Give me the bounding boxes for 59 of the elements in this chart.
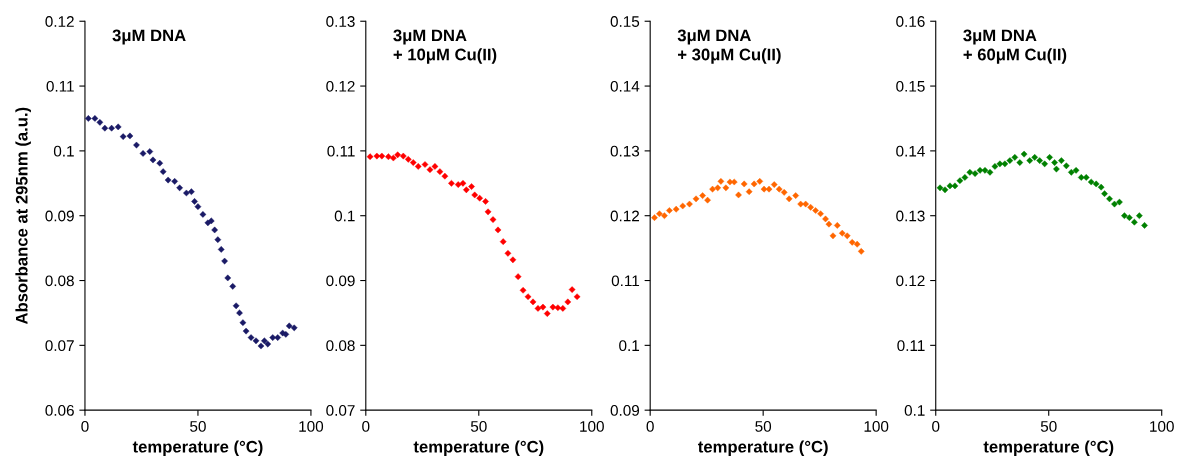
y-tick-label: 0.1 [334,210,355,222]
point [404,155,412,163]
y-axis-title: Absorbance at 295nm (a.u.) [15,107,31,325]
x-tick-label: 50 [1040,420,1057,432]
y-tick-label: 0.12 [326,80,355,92]
y-tick-label: 0.09 [326,275,355,287]
y-tick-label: 0.11 [327,145,355,157]
text: 3μM DNA + 30μM Cu(II) [677,29,781,64]
point [792,192,800,199]
y-tick-label: 0.08 [45,275,74,287]
x-tick-label: 100 [864,420,889,432]
x-tick-label: 0 [362,420,370,432]
point [564,298,572,306]
point [114,123,122,131]
point [494,226,502,234]
x-tick-label: 50 [755,420,772,432]
y-tick-label: 0.16 [896,16,925,27]
x-axis-title: temperature (°C) [413,440,544,456]
y-tick-label: 0.14 [610,80,640,92]
x-axis-title: temperature (°C) [697,440,828,456]
x-tick-label: 100 [1150,420,1174,432]
y-tick-label: 0.11 [46,80,74,92]
x-axis-title: temperature (°C) [132,440,263,456]
chart-title: 3μM DNA [112,29,186,45]
y-tick-label: 0.09 [45,210,74,222]
x-tick-label: 100 [580,420,604,432]
x-axis-title: temperature (°C) [983,440,1114,456]
y-tick-label: 0.1 [904,405,925,416]
x-tick-label: 0 [932,420,940,432]
point [1097,183,1105,191]
point [171,178,178,185]
y-tick-label: 0.12 [896,275,925,287]
x-tick-label: 0 [646,420,654,432]
x-tick-label: 50 [470,420,487,432]
y-tick-label: 0.12 [45,16,74,27]
point [1046,154,1053,161]
y-tick-label: 0.11 [611,275,640,287]
y-tick-label: 0.1 [53,145,74,157]
y-tick-label: 0.12 [610,210,639,222]
x-tick-label: 100 [299,420,324,432]
y-tick-label: 0.09 [610,405,640,416]
y-tick-label: 0.15 [896,80,925,92]
y-tick-label: 0.11 [897,340,925,352]
y-tick-label: 0.06 [45,405,74,416]
point [126,132,134,140]
point [441,172,449,180]
y-tick-label: 0.1 [619,340,640,352]
y-tick-label: 0.13 [326,16,355,27]
y-tick-label: 0.13 [896,210,925,222]
y-tick-label: 0.08 [326,340,355,352]
y-tick-label: 0.07 [326,405,355,416]
y-tick-label: 0.15 [610,16,640,27]
y-tick-label: 0.14 [896,145,925,157]
text: 3μM DNA + 10μM Cu(II) [393,29,497,64]
y-tick-label: 0.07 [45,340,74,352]
y-tick-label: 0.13 [610,145,640,157]
text: 3μM DNA + 60μM Cu(II) [963,29,1067,64]
x-tick-label: 50 [190,420,206,432]
x-tick-label: 0 [81,420,89,432]
